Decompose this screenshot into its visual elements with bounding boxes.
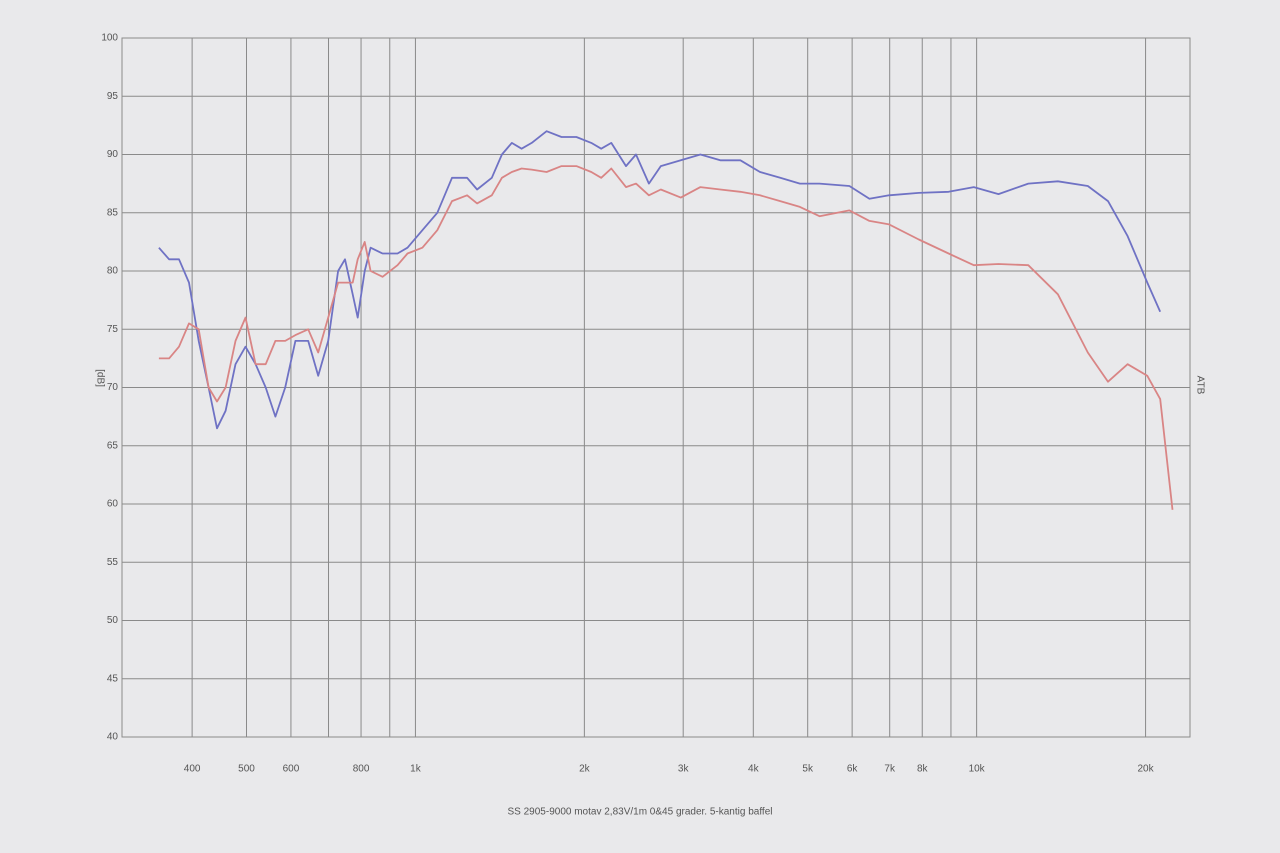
y-tick-label: 70 [107, 382, 119, 393]
x-tick-label: 10k [969, 764, 986, 775]
y-tick-label: 45 [107, 673, 119, 684]
y-tick-label: 40 [107, 732, 119, 743]
y-axis-label: [dB] [94, 369, 105, 387]
y-tick-label: 55 [107, 557, 119, 568]
y-tick-label: 60 [107, 499, 119, 510]
x-tick-label: 500 [238, 764, 255, 775]
y-tick-label: 85 [107, 207, 119, 218]
x-tick-label: 5k [802, 764, 814, 775]
y-tick-label: 95 [107, 91, 119, 102]
x-tick-label: 4k [748, 764, 760, 775]
right-label: ATB [1194, 376, 1205, 395]
caption: SS 2905-9000 motav 2,83V/1m 0&45 grader.… [508, 807, 773, 818]
series-line [158, 165, 1174, 510]
x-tick-label: 3k [678, 764, 690, 775]
x-tick-label: 7k [884, 764, 896, 775]
y-tick-label: 50 [107, 615, 119, 626]
x-tick-label: 6k [847, 764, 859, 775]
series-line [158, 130, 1162, 430]
x-tick-label: 2k [579, 764, 591, 775]
y-tick-label: 100 [101, 33, 118, 44]
x-tick-label: 600 [283, 764, 300, 775]
x-tick-label: 400 [184, 764, 201, 775]
y-tick-label: 80 [107, 266, 119, 277]
x-tick-label: 1k [410, 764, 422, 775]
x-tick-label: 20k [1138, 764, 1155, 775]
y-tick-label: 90 [107, 149, 119, 160]
y-tick-label: 65 [107, 440, 119, 451]
y-tick-label: 75 [107, 324, 119, 335]
x-tick-label: 800 [353, 764, 370, 775]
x-tick-label: 8k [917, 764, 929, 775]
